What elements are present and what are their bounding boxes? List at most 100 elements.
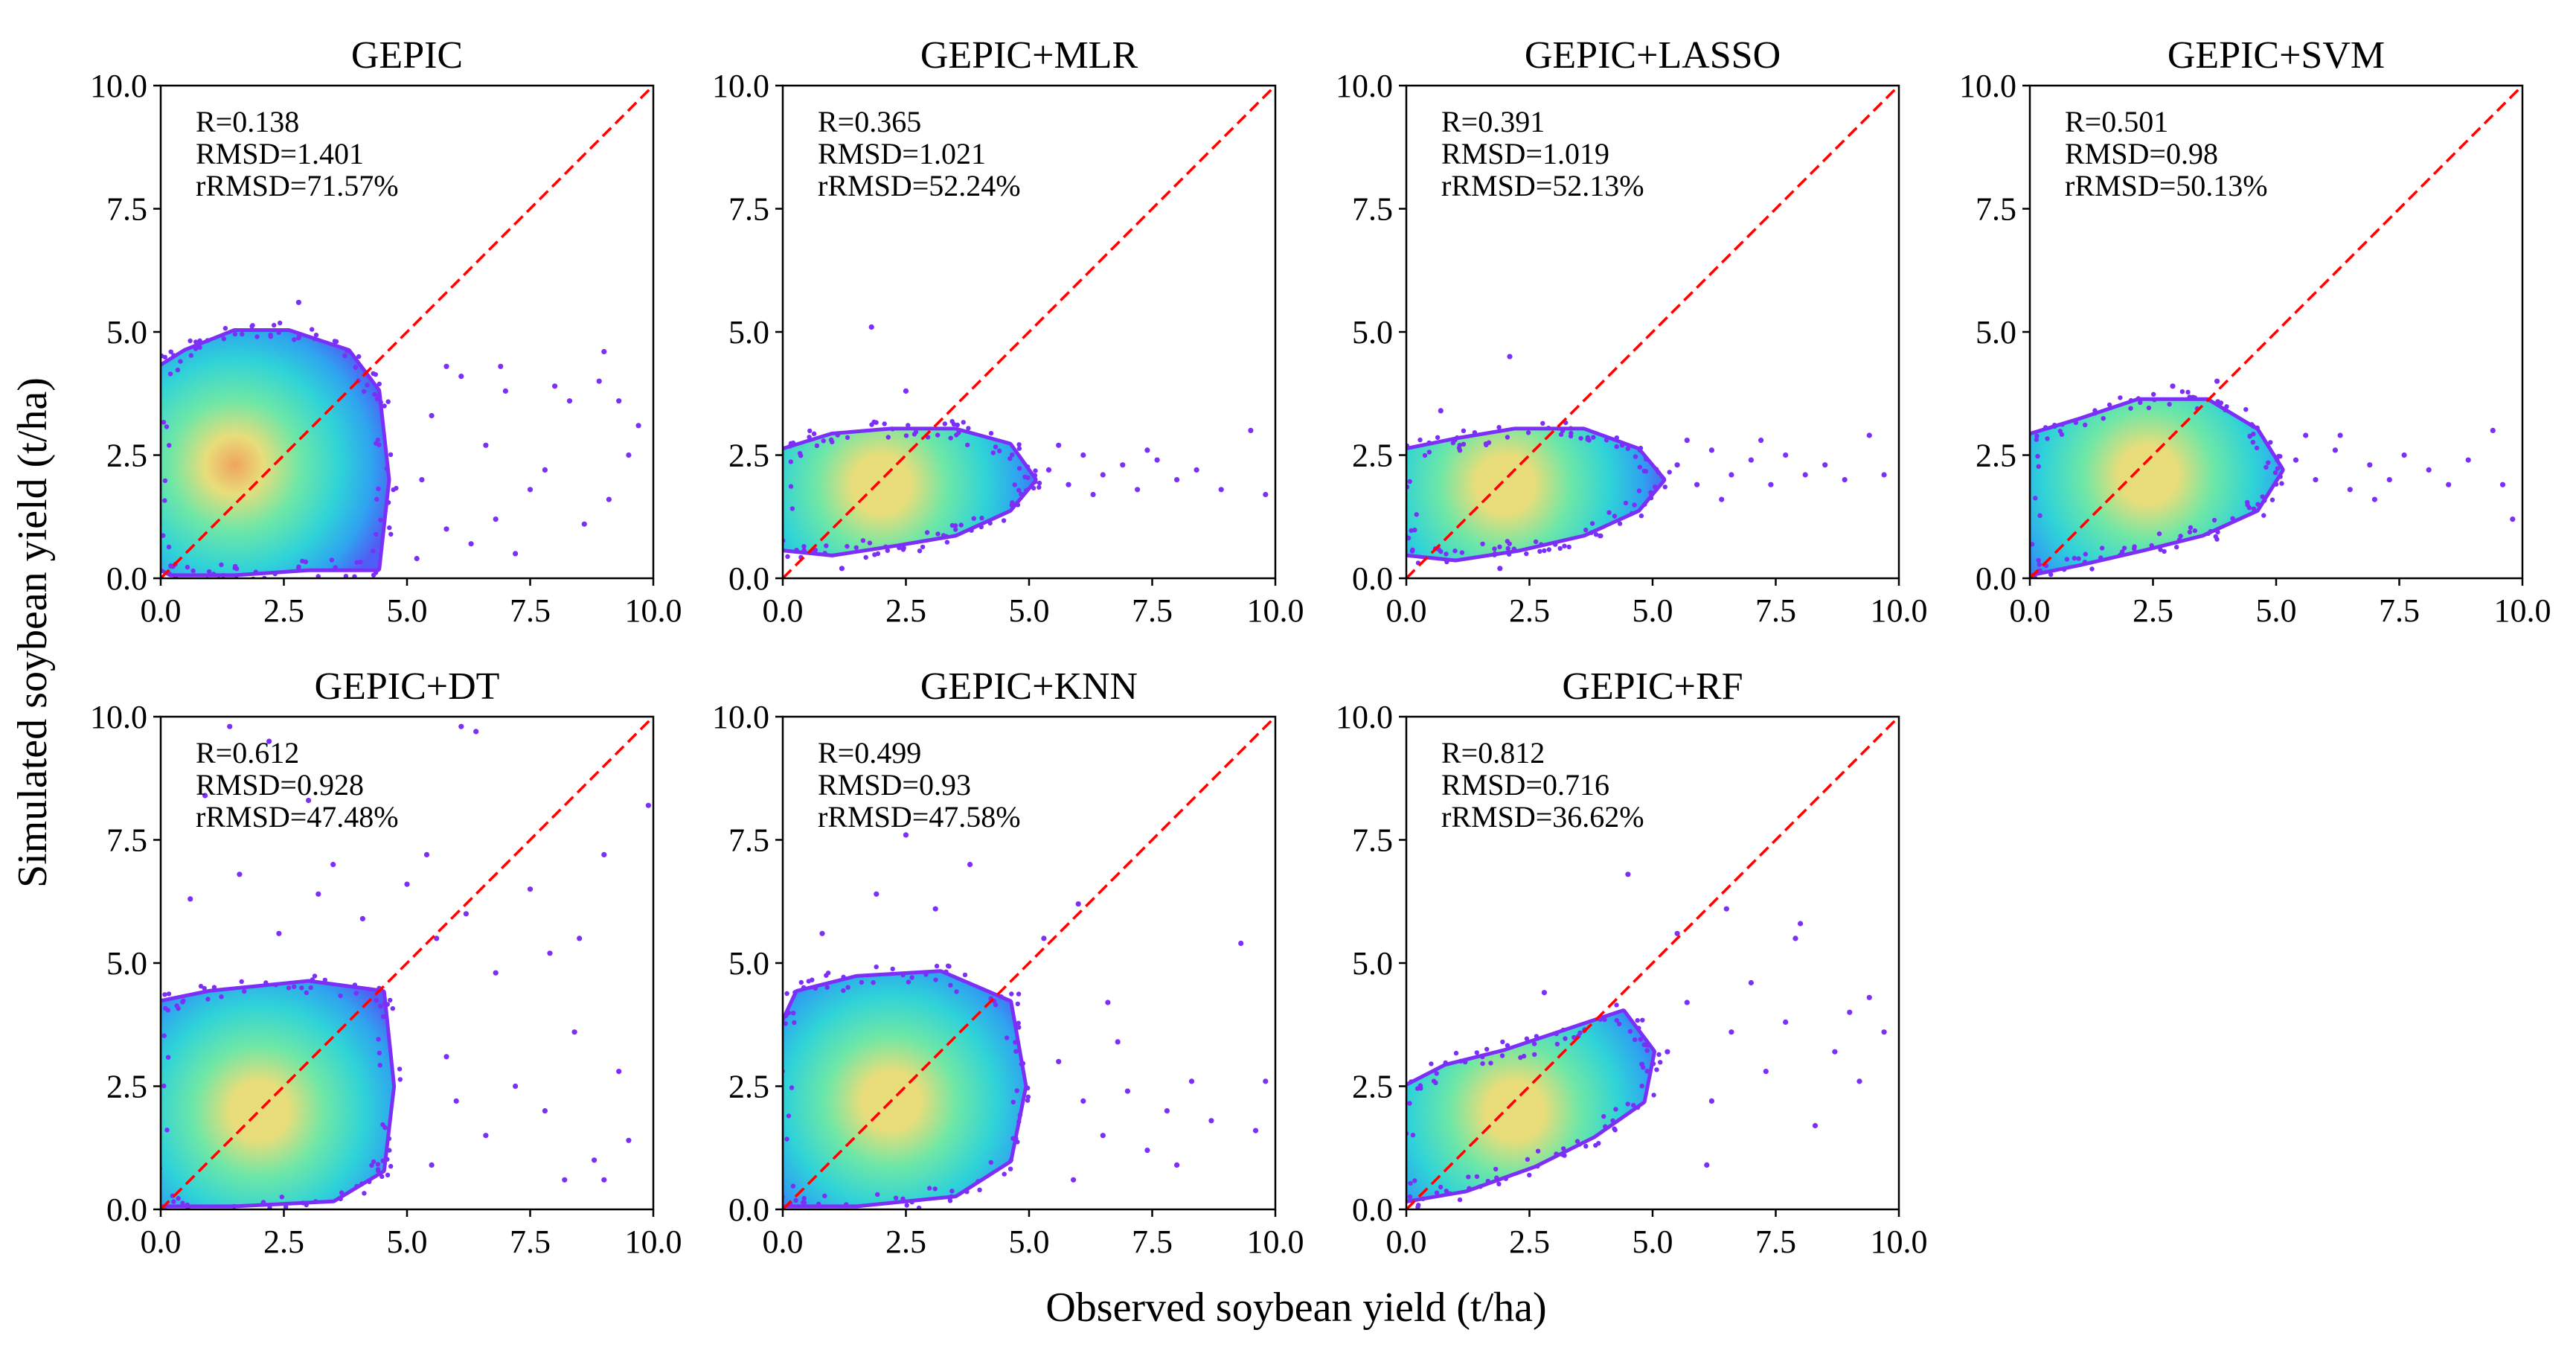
data-point	[1627, 1029, 1633, 1034]
data-point	[151, 499, 156, 504]
data-point	[2254, 445, 2260, 451]
data-point	[1524, 551, 1529, 557]
outlier-point	[1218, 487, 1224, 493]
outlier-point	[429, 1162, 435, 1168]
data-point	[1554, 1151, 1559, 1157]
panel-4: 0.0 2.5 5.0 7.5 10.0 0.0 2.5 5.0 7.5 10.0 GEPIC+SV…	[1959, 34, 2551, 629]
data-point	[1591, 435, 1596, 440]
data-point	[949, 522, 955, 528]
outlier-point	[1041, 936, 1047, 941]
x-tick-label: 7.5	[1755, 592, 1796, 629]
outlier-point	[2386, 477, 2392, 483]
data-point	[1001, 518, 1007, 523]
data-point	[1612, 1128, 1618, 1133]
outlier-point	[1541, 990, 1547, 996]
data-point	[2061, 567, 2067, 572]
outlier-point	[513, 551, 519, 557]
data-point	[283, 1204, 289, 1209]
outlier-point	[330, 862, 336, 868]
data-point	[263, 980, 269, 985]
outlier-point	[2510, 517, 2516, 522]
stat-annotation: R=0.501	[2065, 105, 2168, 138]
data-point	[1499, 1053, 1505, 1058]
data-point	[807, 428, 813, 434]
data-point	[222, 325, 228, 331]
data-point	[2178, 534, 2183, 539]
data-point	[2218, 400, 2224, 406]
data-point	[845, 435, 850, 441]
data-point	[234, 566, 240, 572]
x-tick-label: 0.0	[763, 1224, 804, 1260]
stat-annotation: RMSD=0.716	[1441, 768, 1609, 802]
data-point	[1466, 1174, 1471, 1180]
data-point	[948, 435, 953, 441]
outlier-point	[443, 1054, 449, 1060]
data-point	[775, 1024, 779, 1029]
data-point	[362, 388, 367, 394]
data-point	[1401, 494, 1406, 499]
data-point	[1447, 1191, 1453, 1197]
data-point	[801, 1195, 807, 1201]
data-point	[993, 1002, 999, 1008]
outlier-point	[626, 452, 632, 458]
outlier-point	[1124, 1088, 1130, 1094]
data-point	[180, 1200, 185, 1206]
data-point	[789, 506, 795, 511]
data-point	[2188, 525, 2194, 531]
outlier-point	[202, 793, 208, 799]
outlier-point	[2499, 482, 2506, 487]
data-point	[885, 435, 891, 440]
stat-annotation: rRMSD=36.62%	[1441, 800, 1644, 834]
outlier-point	[295, 299, 301, 305]
data-point	[312, 973, 318, 979]
outlier-point	[1075, 901, 1081, 907]
data-point	[315, 574, 321, 578]
data-point	[1494, 1175, 1499, 1180]
data-point	[174, 1003, 179, 1008]
outlier-point	[1748, 979, 1754, 986]
density-cloud	[161, 332, 388, 574]
outlier-point	[1792, 936, 1798, 941]
data-point	[813, 985, 818, 991]
reference-line	[2030, 86, 2522, 578]
data-point	[2167, 402, 2172, 407]
outlier-point	[306, 797, 312, 804]
data-point	[1024, 487, 1029, 493]
data-point	[783, 1021, 788, 1026]
data-point	[1457, 1197, 1463, 1203]
outlier-point	[635, 423, 641, 429]
data-point	[1557, 546, 1563, 551]
outlier-point	[237, 872, 243, 877]
y-tick-label: 5.0	[1976, 314, 2016, 351]
data-point	[2083, 422, 2088, 428]
data-point	[312, 336, 317, 342]
outlier-point	[1080, 452, 1086, 458]
data-point	[903, 433, 909, 438]
y-tick-label: 10.0	[712, 68, 769, 104]
outlier-point	[1708, 1098, 1714, 1104]
data-point	[1577, 1030, 1583, 1036]
stat-annotation: RMSD=1.401	[196, 137, 364, 170]
outlier-point	[967, 862, 973, 868]
data-point	[1633, 1037, 1638, 1043]
data-point	[388, 452, 394, 458]
data-point	[1037, 480, 1042, 486]
data-point	[1484, 1046, 1490, 1052]
data-point	[890, 966, 895, 972]
data-point	[2187, 394, 2192, 400]
data-point	[329, 557, 335, 563]
data-point	[946, 1195, 952, 1200]
data-point	[387, 525, 392, 531]
data-point	[949, 1189, 955, 1194]
data-point	[885, 548, 891, 553]
data-point	[821, 438, 826, 444]
x-tick-label: 10.0	[1871, 592, 1928, 629]
data-point	[997, 448, 1002, 453]
data-point	[1535, 1163, 1540, 1169]
data-point	[1433, 1080, 1438, 1086]
data-point	[2174, 544, 2179, 550]
outlier-point	[1822, 462, 1828, 468]
data-point	[1524, 1036, 1530, 1041]
data-point	[859, 979, 865, 985]
data-point	[2179, 389, 2185, 394]
